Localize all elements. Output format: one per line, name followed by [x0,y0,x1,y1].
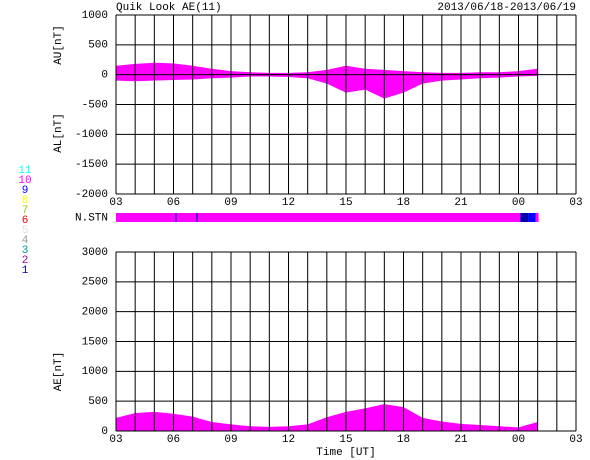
y-axis-label: AL[nT] [53,113,65,153]
x-tick-label: 18 [397,197,410,209]
x-tick-label: 03 [109,434,122,446]
x-tick-label: 21 [454,197,468,209]
station-legend: 7 [22,205,29,217]
y-tick-label: 1000 [82,10,108,22]
x-tick-label: 06 [167,434,180,446]
station-legend: 9 [22,185,29,197]
y-axis-label: AE[nT] [53,352,65,392]
area [116,62,538,75]
station-segment [196,213,198,222]
station-legend: 2 [22,255,29,267]
x-tick-label: 18 [397,434,410,446]
title: Quik Look AE(11) [116,2,222,14]
x-tick-label: 21 [454,434,468,446]
station-segment [175,213,177,222]
station-legend: 3 [22,245,29,257]
station-segment [535,213,539,222]
x-tick-label: 06 [167,197,180,209]
y-tick-label: 0 [101,70,108,82]
y-tick-label: 1500 [82,336,108,348]
x-axis-label: Time [UT] [316,447,375,459]
station-segment [116,213,176,222]
y-tick-label: -500 [82,99,108,111]
x-tick-label: 09 [224,197,237,209]
station-segment [197,213,521,222]
y-tick-label: 0 [101,426,108,438]
x-tick-label: 09 [224,434,237,446]
y-tick-label: -1000 [75,129,108,141]
station-segment [520,213,529,222]
y-tick-label: 3000 [82,247,108,259]
station-segment [528,213,536,222]
y-tick-label: 500 [88,396,108,408]
y-tick-label: -2000 [75,189,108,201]
station-legend: 10 [18,175,31,187]
station-legend: 4 [22,235,29,247]
x-tick-label: 15 [339,434,352,446]
x-tick-label: 12 [282,434,295,446]
area [116,74,538,99]
station-label: N.STN [75,212,108,224]
station-legend: 5 [22,225,29,237]
x-tick-label: 03 [569,197,582,209]
y-tick-label: -1500 [75,159,108,171]
x-tick-label: 03 [109,197,122,209]
y-axis-label: AU[nT] [53,25,65,65]
x-tick-label: 12 [282,197,295,209]
y-tick-label: 1000 [82,366,108,378]
x-tick-label: 03 [569,434,582,446]
station-legend: 1 [22,265,29,277]
station-legend: 11 [18,165,32,177]
x-tick-label: 00 [512,197,525,209]
date-range: 2013/06/18-2013/06/19 [437,2,576,14]
y-tick-label: 2500 [82,277,108,289]
y-tick-label: 500 [88,40,108,52]
y-tick-label: 2000 [82,307,108,319]
station-legend: 6 [22,215,29,227]
x-tick-label: 15 [339,197,352,209]
station-segment [176,213,197,222]
station-legend: 8 [22,195,29,207]
x-tick-label: 00 [512,434,525,446]
